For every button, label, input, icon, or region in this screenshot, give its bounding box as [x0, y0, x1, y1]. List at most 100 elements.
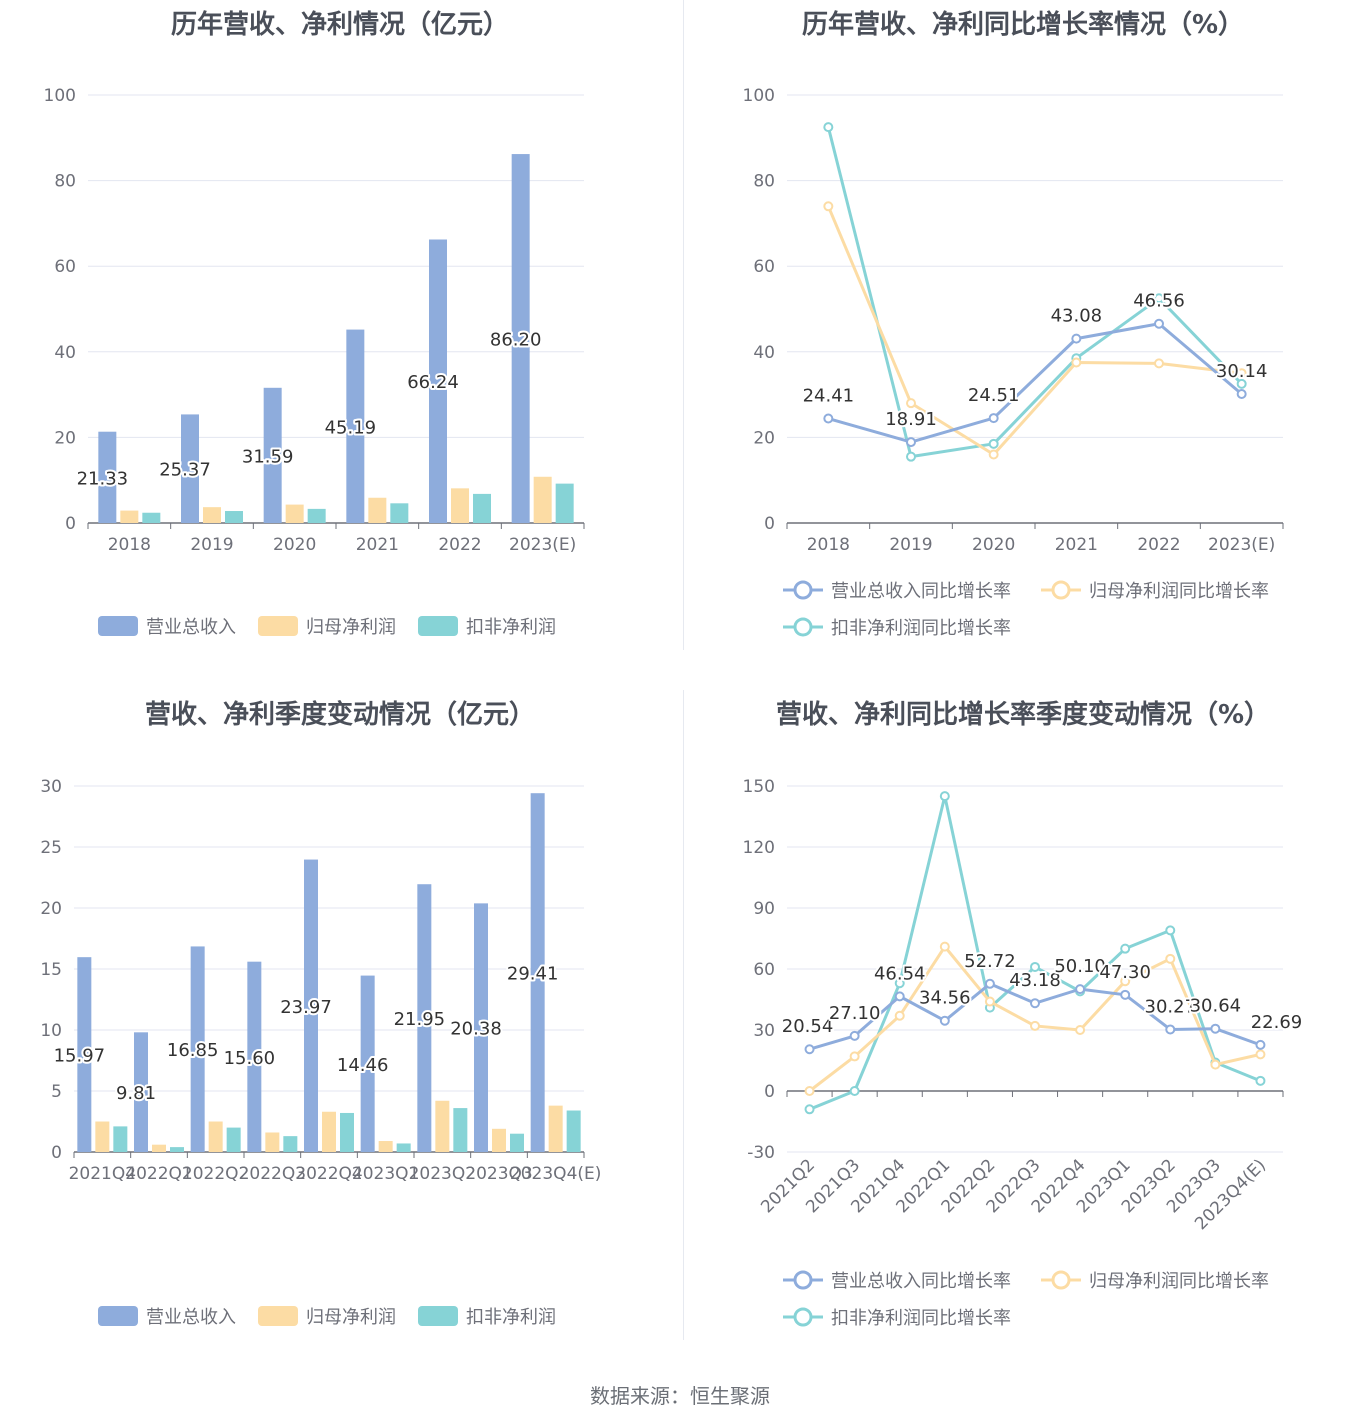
bar-net-profit	[95, 1121, 110, 1152]
svg-text:23.97: 23.97	[280, 997, 332, 1018]
y-tick-label: 0	[764, 1082, 775, 1102]
y-tick-label: 100	[743, 86, 775, 106]
vertical-divider-top	[683, 0, 684, 650]
y-tick-label: 5	[51, 1082, 62, 1102]
svg-text:15.60: 15.60	[224, 1048, 276, 1069]
y-tick-label: -30	[747, 1143, 775, 1163]
bar-deducted-profit	[340, 1112, 354, 1152]
legend-label: 归母净利润同比增长率	[1089, 581, 1269, 602]
legend-swatch	[258, 616, 298, 636]
x-tick-label: 2022	[1137, 535, 1180, 555]
line-data-label: 46.54	[874, 963, 926, 984]
svg-text:20.38: 20.38	[450, 1019, 502, 1040]
series-line	[826, 126, 1243, 459]
legend-label: 营业总收入同比增长率	[831, 1271, 1011, 1292]
bar-data-label: 29.41	[507, 964, 559, 985]
series-point	[1255, 1049, 1266, 1060]
series-point	[804, 1104, 815, 1115]
bar-revenue	[181, 414, 199, 523]
legend-label: 归母净利润	[306, 617, 396, 638]
series-point	[804, 1086, 815, 1096]
bar-net-profit	[492, 1128, 506, 1152]
svg-text:21.33: 21.33	[77, 468, 129, 489]
bar-net-profit	[265, 1132, 280, 1152]
series-point	[1154, 293, 1164, 304]
x-tick-label: 2022Q1	[125, 1164, 192, 1184]
legend-swatch	[418, 1306, 458, 1326]
line-data-label: 43.18	[1009, 970, 1061, 991]
bar-deducted-profit	[510, 1133, 524, 1152]
legend-label: 营业总收入同比增长率	[831, 581, 1011, 602]
data-source-note: 数据来源：恒生聚源	[590, 1384, 770, 1408]
x-tick-label: 2018	[807, 535, 850, 555]
series-point	[1030, 998, 1040, 1009]
y-tick-label: 0	[65, 514, 76, 534]
series-point	[984, 996, 995, 1007]
series-point	[894, 978, 905, 989]
series-point	[1154, 318, 1164, 329]
series-point	[1154, 358, 1164, 369]
bar-deducted-profit	[396, 1143, 411, 1152]
series-point	[823, 122, 834, 133]
chart-title-quarterly-amount: 营收、净利季度变动情况（亿元）	[144, 700, 535, 730]
line-data-label: 52.72	[964, 951, 1016, 972]
series-point	[1255, 1075, 1266, 1086]
bar-deducted-profit	[225, 511, 243, 523]
chart-title-annual-amount: 历年营收、净利情况（亿元）	[170, 10, 509, 40]
bar-data-label: 66.24	[407, 372, 459, 393]
bar-data-label: 86.20	[490, 330, 542, 351]
legend-marker	[1051, 1270, 1071, 1290]
x-tick-label: 2023Q2	[409, 1164, 476, 1184]
bar-revenue	[304, 859, 318, 1152]
y-tick-label: 90	[753, 899, 775, 919]
y-tick-label: 0	[764, 514, 775, 534]
y-tick-label: 60	[54, 257, 76, 277]
x-tick-label: 2020	[273, 535, 316, 555]
svg-text:43.18: 43.18	[1009, 970, 1061, 991]
bar-deducted-profit	[113, 1126, 128, 1152]
x-tick-label: 2022	[438, 535, 481, 555]
y-tick-label: 20	[54, 428, 76, 448]
series-point	[823, 201, 834, 212]
svg-text:20.54: 20.54	[782, 1016, 834, 1037]
series-point	[849, 1086, 860, 1096]
legend-swatch	[418, 616, 458, 636]
svg-text:30.64: 30.64	[1190, 996, 1242, 1017]
legend-swatch	[258, 1306, 298, 1326]
legend-label: 归母净利润同比增长率	[1089, 1271, 1269, 1292]
legend-label: 扣非净利润	[466, 617, 556, 638]
svg-text:24.51: 24.51	[968, 385, 1020, 406]
x-tick-label: 2022Q3	[239, 1164, 306, 1184]
series-point	[1075, 984, 1086, 995]
series-point	[1120, 976, 1131, 987]
y-tick-label: 60	[753, 960, 775, 980]
line-data-label: 30.14	[1216, 361, 1268, 382]
line-data-label: 27.10	[829, 1003, 881, 1024]
quarterly-growth-line-chart: -30030609012015020.5420.5427.1027.1046.5…	[743, 777, 1305, 1329]
bar-net-profit	[533, 476, 552, 523]
series-point	[1255, 1039, 1266, 1050]
annual-growth-line-chart: 02040608010024.4124.4118.9118.9124.5124.…	[743, 86, 1284, 639]
svg-text:24.41: 24.41	[803, 386, 855, 407]
bar-data-label: 16.85	[167, 1040, 219, 1061]
y-tick-label: 40	[753, 343, 775, 363]
series-point	[1210, 1059, 1221, 1070]
series-point	[894, 991, 905, 1002]
svg-text:31.59: 31.59	[242, 446, 294, 467]
series-point	[988, 449, 999, 460]
y-tick-label: 30	[40, 777, 62, 797]
bar-deducted-profit	[307, 508, 326, 523]
svg-text:34.56: 34.56	[919, 988, 971, 1009]
bar-revenue	[263, 387, 282, 523]
x-tick-label: 2021	[356, 535, 399, 555]
legend-label: 扣非净利润同比增长率	[831, 618, 1011, 639]
svg-text:15.97: 15.97	[54, 1046, 106, 1067]
svg-text:47.30: 47.30	[1099, 962, 1151, 983]
bar-net-profit	[120, 510, 139, 523]
svg-text:66.24: 66.24	[407, 372, 459, 393]
line-data-label: 24.41	[803, 386, 855, 407]
legend-label: 扣非净利润同比增长率	[831, 1308, 1011, 1329]
series-point	[906, 398, 916, 409]
bar-data-label: 9.81	[116, 1083, 156, 1104]
series-point	[939, 1015, 950, 1026]
